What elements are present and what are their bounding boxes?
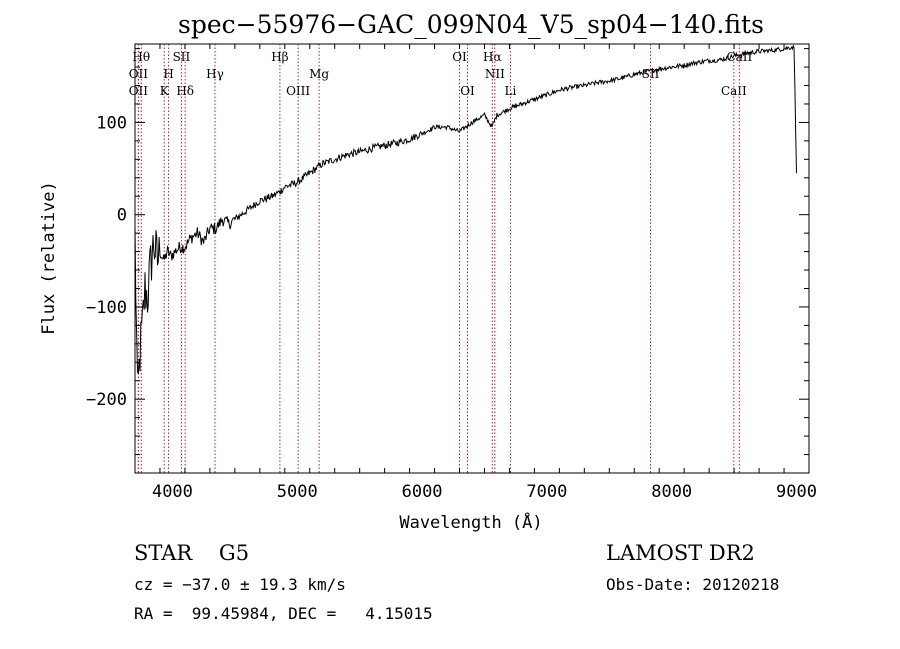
spectral-line-label: OI (460, 84, 475, 98)
spectral-line-label: Li (505, 84, 517, 98)
x-tick-label: 4000 (152, 482, 193, 502)
axes-layer: 4000 5000 6000 7000 8000 9000 −200 −100 0 100 (86, 43, 817, 502)
spectral-line-label: Hθ (132, 50, 150, 64)
spectral-line-label: OIII (286, 84, 310, 98)
spectral-line-label: Hδ (176, 84, 194, 98)
x-tick-label: 6000 (402, 482, 443, 502)
spectral-line-label: OI (452, 50, 467, 64)
spectral-line-label: SII (173, 50, 191, 64)
plot-frame (134, 43, 810, 474)
spectral-line-label: CaII (721, 84, 747, 98)
spectral-line-label: Hα (483, 50, 502, 64)
spectral-line-label: H (163, 67, 173, 81)
x-axis-label: Wavelength (Å) (399, 511, 542, 533)
spectral-line-label: Hγ (206, 67, 224, 81)
y-tick-label: −200 (86, 390, 127, 410)
object-class-text: STAR G5 (134, 541, 250, 565)
x-tick-label: 5000 (277, 482, 318, 502)
spectrum-line (134, 45, 797, 375)
y-tick-label: 100 (96, 113, 127, 133)
y-tick-label: −100 (86, 298, 127, 318)
x-tick-label: 8000 (651, 482, 692, 502)
series-layer (134, 45, 797, 375)
chart-title: spec−55976−GAC_099N04_V5_sp04−140.fits (178, 10, 764, 39)
redshift-text: cz = −37.0 ± 19.3 km/s (134, 575, 346, 594)
spectral-line-label: OII (129, 84, 149, 98)
spectral-line-label: Mg (309, 67, 329, 81)
y-axis-label: Flux (relative) (39, 181, 59, 335)
spectral-line-label: K (160, 84, 170, 98)
x-tick-label: 9000 (776, 482, 817, 502)
obs-date-text: Obs-Date: 20120218 (606, 575, 780, 594)
y-tick-label: 0 (117, 206, 127, 226)
spectral-line-label: OII (129, 67, 149, 81)
spectral-line-label: Hβ (271, 50, 288, 64)
spectral-line-label: NII (485, 67, 505, 81)
survey-name-text: LAMOST DR2 (606, 541, 755, 565)
x-tick-label: 7000 (526, 482, 567, 502)
coordinates-text: RA = 99.45984, DEC = 4.15015 (134, 604, 433, 623)
